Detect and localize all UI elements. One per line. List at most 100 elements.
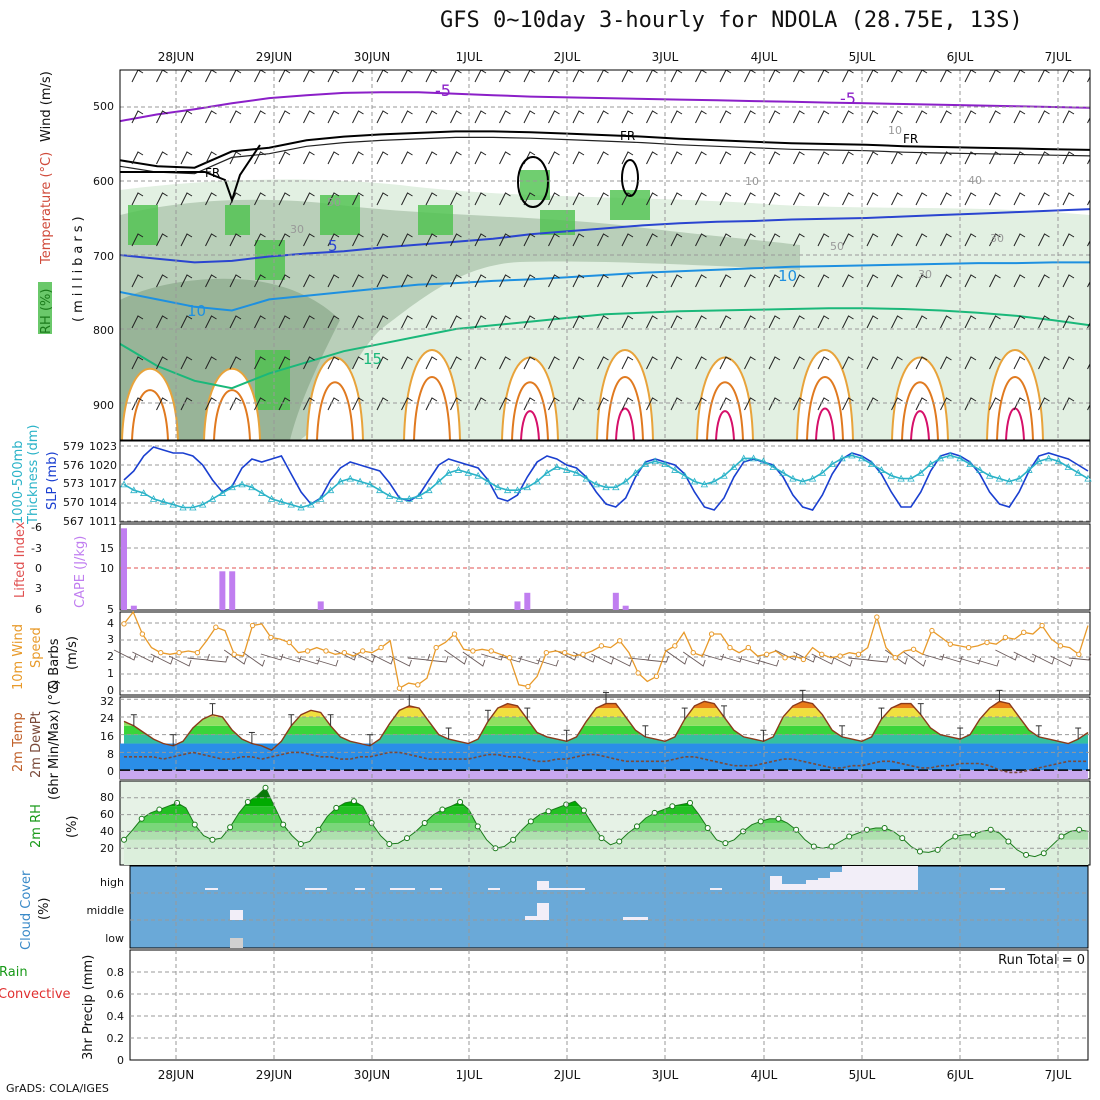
contour-label-10: 10 bbox=[187, 302, 206, 320]
thickness-point bbox=[376, 486, 384, 494]
thickness-point bbox=[1035, 457, 1043, 465]
wind-barb bbox=[548, 192, 560, 206]
wind-barb bbox=[376, 192, 389, 206]
thickness-point bbox=[562, 466, 571, 473]
wind-barb bbox=[744, 192, 756, 206]
slp-tick: 1020 bbox=[89, 459, 117, 472]
wind-barb bbox=[327, 356, 340, 370]
date-label-bottom: 4JUL bbox=[751, 1068, 778, 1082]
rh2m-tick: 80 bbox=[100, 791, 114, 804]
wind-barb bbox=[1013, 151, 1026, 165]
thickness-point bbox=[474, 471, 482, 479]
cape-ylabel: CAPE (J/kg) bbox=[73, 536, 88, 608]
wind-barb bbox=[401, 110, 413, 124]
freezing-closed-contour bbox=[621, 159, 639, 197]
li-tick: 6 bbox=[35, 603, 42, 616]
thickness-point bbox=[1054, 457, 1063, 465]
wind-barb bbox=[915, 151, 928, 165]
wind-barb bbox=[597, 192, 609, 206]
thickness-point bbox=[287, 500, 295, 508]
wind10m-point bbox=[396, 685, 403, 691]
wind10m-barb bbox=[793, 651, 816, 663]
wind-barb bbox=[891, 110, 903, 124]
wind-barb bbox=[719, 151, 732, 165]
cloud-panel: high middle low Cloud Cover (%) bbox=[19, 865, 1089, 950]
thickness-point bbox=[326, 486, 335, 494]
wind-barb bbox=[940, 70, 952, 83]
thickness-point bbox=[484, 477, 492, 485]
wind-barb bbox=[523, 274, 536, 288]
warm-lobe-outer bbox=[796, 349, 854, 440]
thickness-point bbox=[415, 492, 423, 499]
wind-barb bbox=[793, 397, 805, 411]
wind10m-point bbox=[929, 627, 935, 634]
freezing-contour-west bbox=[120, 144, 261, 204]
wind10m-barb bbox=[829, 655, 853, 667]
dewpt2m-ylabel: 2m DewPt bbox=[29, 711, 44, 778]
wind-barb bbox=[278, 315, 291, 329]
wind-barb bbox=[793, 192, 805, 206]
thickness-point bbox=[435, 477, 443, 485]
wind-barb bbox=[964, 110, 977, 124]
warm-lobe-core bbox=[910, 410, 930, 440]
wind-barb bbox=[499, 70, 511, 83]
wind-barb bbox=[621, 70, 634, 83]
thickness-point bbox=[454, 466, 463, 473]
wind-barb bbox=[915, 233, 928, 247]
wind10m-ticks: 0 1 2 3 4 bbox=[107, 617, 114, 697]
thickness-point bbox=[740, 454, 748, 462]
wind-barb bbox=[254, 192, 266, 206]
wind-barb bbox=[744, 70, 756, 83]
wind-barb bbox=[940, 315, 952, 329]
wind-barb bbox=[842, 70, 854, 83]
wind-barb bbox=[621, 151, 634, 165]
cape-bar bbox=[514, 601, 521, 610]
wind-barb bbox=[621, 110, 634, 124]
wind-barb bbox=[254, 397, 266, 411]
wind-barb bbox=[474, 315, 487, 329]
wind-barb bbox=[180, 110, 193, 124]
wind-barb bbox=[1038, 397, 1050, 411]
wind-barb bbox=[866, 315, 879, 329]
credit-label: GrADS: COLA/IGES bbox=[6, 1082, 109, 1095]
wind-barb bbox=[303, 110, 315, 124]
wind-barb bbox=[425, 70, 438, 83]
rh2m-point bbox=[421, 820, 428, 826]
rh2m-point bbox=[138, 815, 145, 822]
wind10m-speed-line bbox=[121, 610, 1089, 691]
thickness-point bbox=[877, 466, 886, 473]
precip-ylabel: 3hr Precip (mm) bbox=[81, 955, 96, 1060]
wind-barb bbox=[1013, 233, 1026, 247]
wind-barb bbox=[891, 233, 903, 247]
wind-barb bbox=[180, 356, 193, 370]
wind-barb bbox=[1013, 192, 1026, 206]
wind10m-point bbox=[213, 624, 219, 630]
wind-barb bbox=[768, 315, 781, 329]
thickness-point bbox=[543, 468, 551, 476]
slp-tick: 1023 bbox=[89, 440, 117, 453]
precip-total-ylabel: Total / Rain bbox=[0, 965, 28, 980]
wind-barb bbox=[670, 274, 683, 288]
pressure-panel: -5 -5 FR FR FR 5 10 10 15 10 10 30 50 30… bbox=[38, 69, 1091, 441]
wind-barb bbox=[131, 315, 144, 329]
wind-barb bbox=[180, 70, 193, 83]
rh-legend-swatch bbox=[38, 282, 52, 334]
date-label-top: 28JUN bbox=[158, 50, 195, 64]
wind-barb bbox=[891, 70, 903, 83]
wind-barb bbox=[1062, 397, 1075, 411]
wind-barb bbox=[1013, 274, 1026, 288]
wind-barb bbox=[229, 356, 242, 370]
wind-barb bbox=[156, 192, 168, 206]
cape-bar bbox=[229, 571, 236, 610]
wind10m-point bbox=[378, 644, 384, 651]
wind-barb bbox=[352, 110, 364, 124]
date-label-top: 7JUL bbox=[1045, 50, 1072, 64]
wind10m-barb bbox=[113, 649, 137, 661]
thickness-point bbox=[267, 495, 276, 502]
wind-barb bbox=[572, 233, 585, 247]
wind-barb bbox=[278, 356, 291, 370]
isotherm-10 bbox=[120, 261, 1090, 312]
thickness-point bbox=[907, 474, 915, 482]
cloud-block-high bbox=[990, 888, 1005, 890]
thickness-point bbox=[307, 500, 315, 508]
